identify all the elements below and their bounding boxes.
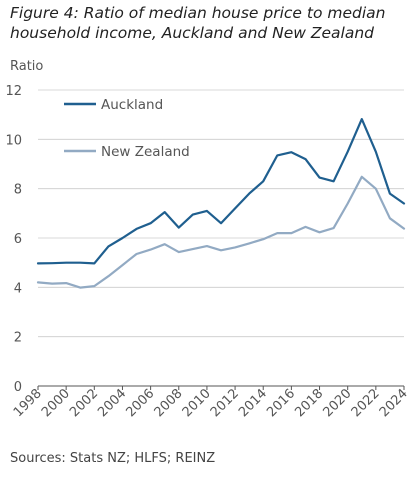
x-tick-label: 2004 bbox=[95, 386, 129, 420]
y-tick-label: 4 bbox=[14, 281, 22, 296]
y-axis-label: Ratio bbox=[10, 59, 43, 74]
x-tick-label: 2016 bbox=[264, 386, 298, 420]
y-tick-label: 2 bbox=[14, 331, 22, 346]
legend: Auckland New Zealand bbox=[64, 97, 190, 160]
gridlines bbox=[38, 89, 404, 387]
x-tick-label: 2006 bbox=[123, 386, 157, 420]
y-tick-labels: 0 2 4 6 8 10 12 bbox=[5, 84, 22, 395]
source-note: Sources: Stats NZ; HLFS; REINZ bbox=[10, 451, 216, 466]
y-tick-label: 12 bbox=[5, 84, 22, 99]
series-lines bbox=[36, 117, 406, 289]
y-tick-label: 10 bbox=[5, 133, 22, 148]
x-tick-labels: 1998200020022004200620082010201220142016… bbox=[11, 386, 411, 420]
line-chart: Ratio 0 2 4 6 8 10 12 199820002002200420062008… bbox=[5, 59, 411, 420]
x-tick-label: 2014 bbox=[236, 386, 270, 420]
chart-title: Figure 4: Ratio of median house price to… bbox=[10, 4, 386, 42]
legend-label: Auckland bbox=[101, 97, 163, 113]
y-tick-label: 8 bbox=[14, 183, 22, 198]
x-tick-label: 2002 bbox=[67, 386, 101, 420]
y-tick-label: 0 bbox=[14, 380, 22, 395]
x-tick-label: 2010 bbox=[180, 386, 214, 420]
series-line-new-zealand bbox=[36, 175, 406, 289]
x-tick-label: 2012 bbox=[208, 386, 242, 420]
x-tick-label: 2020 bbox=[321, 386, 355, 420]
series-line-auckland bbox=[36, 117, 406, 265]
legend-label: New Zealand bbox=[101, 144, 190, 160]
x-tick-label: 2022 bbox=[349, 386, 383, 420]
x-tick-label: 2018 bbox=[292, 386, 326, 420]
x-tick-label: 2008 bbox=[152, 386, 186, 420]
x-tick-label: 2000 bbox=[39, 386, 73, 420]
y-tick-label: 6 bbox=[14, 232, 22, 247]
x-tick-label: 2024 bbox=[377, 386, 411, 420]
